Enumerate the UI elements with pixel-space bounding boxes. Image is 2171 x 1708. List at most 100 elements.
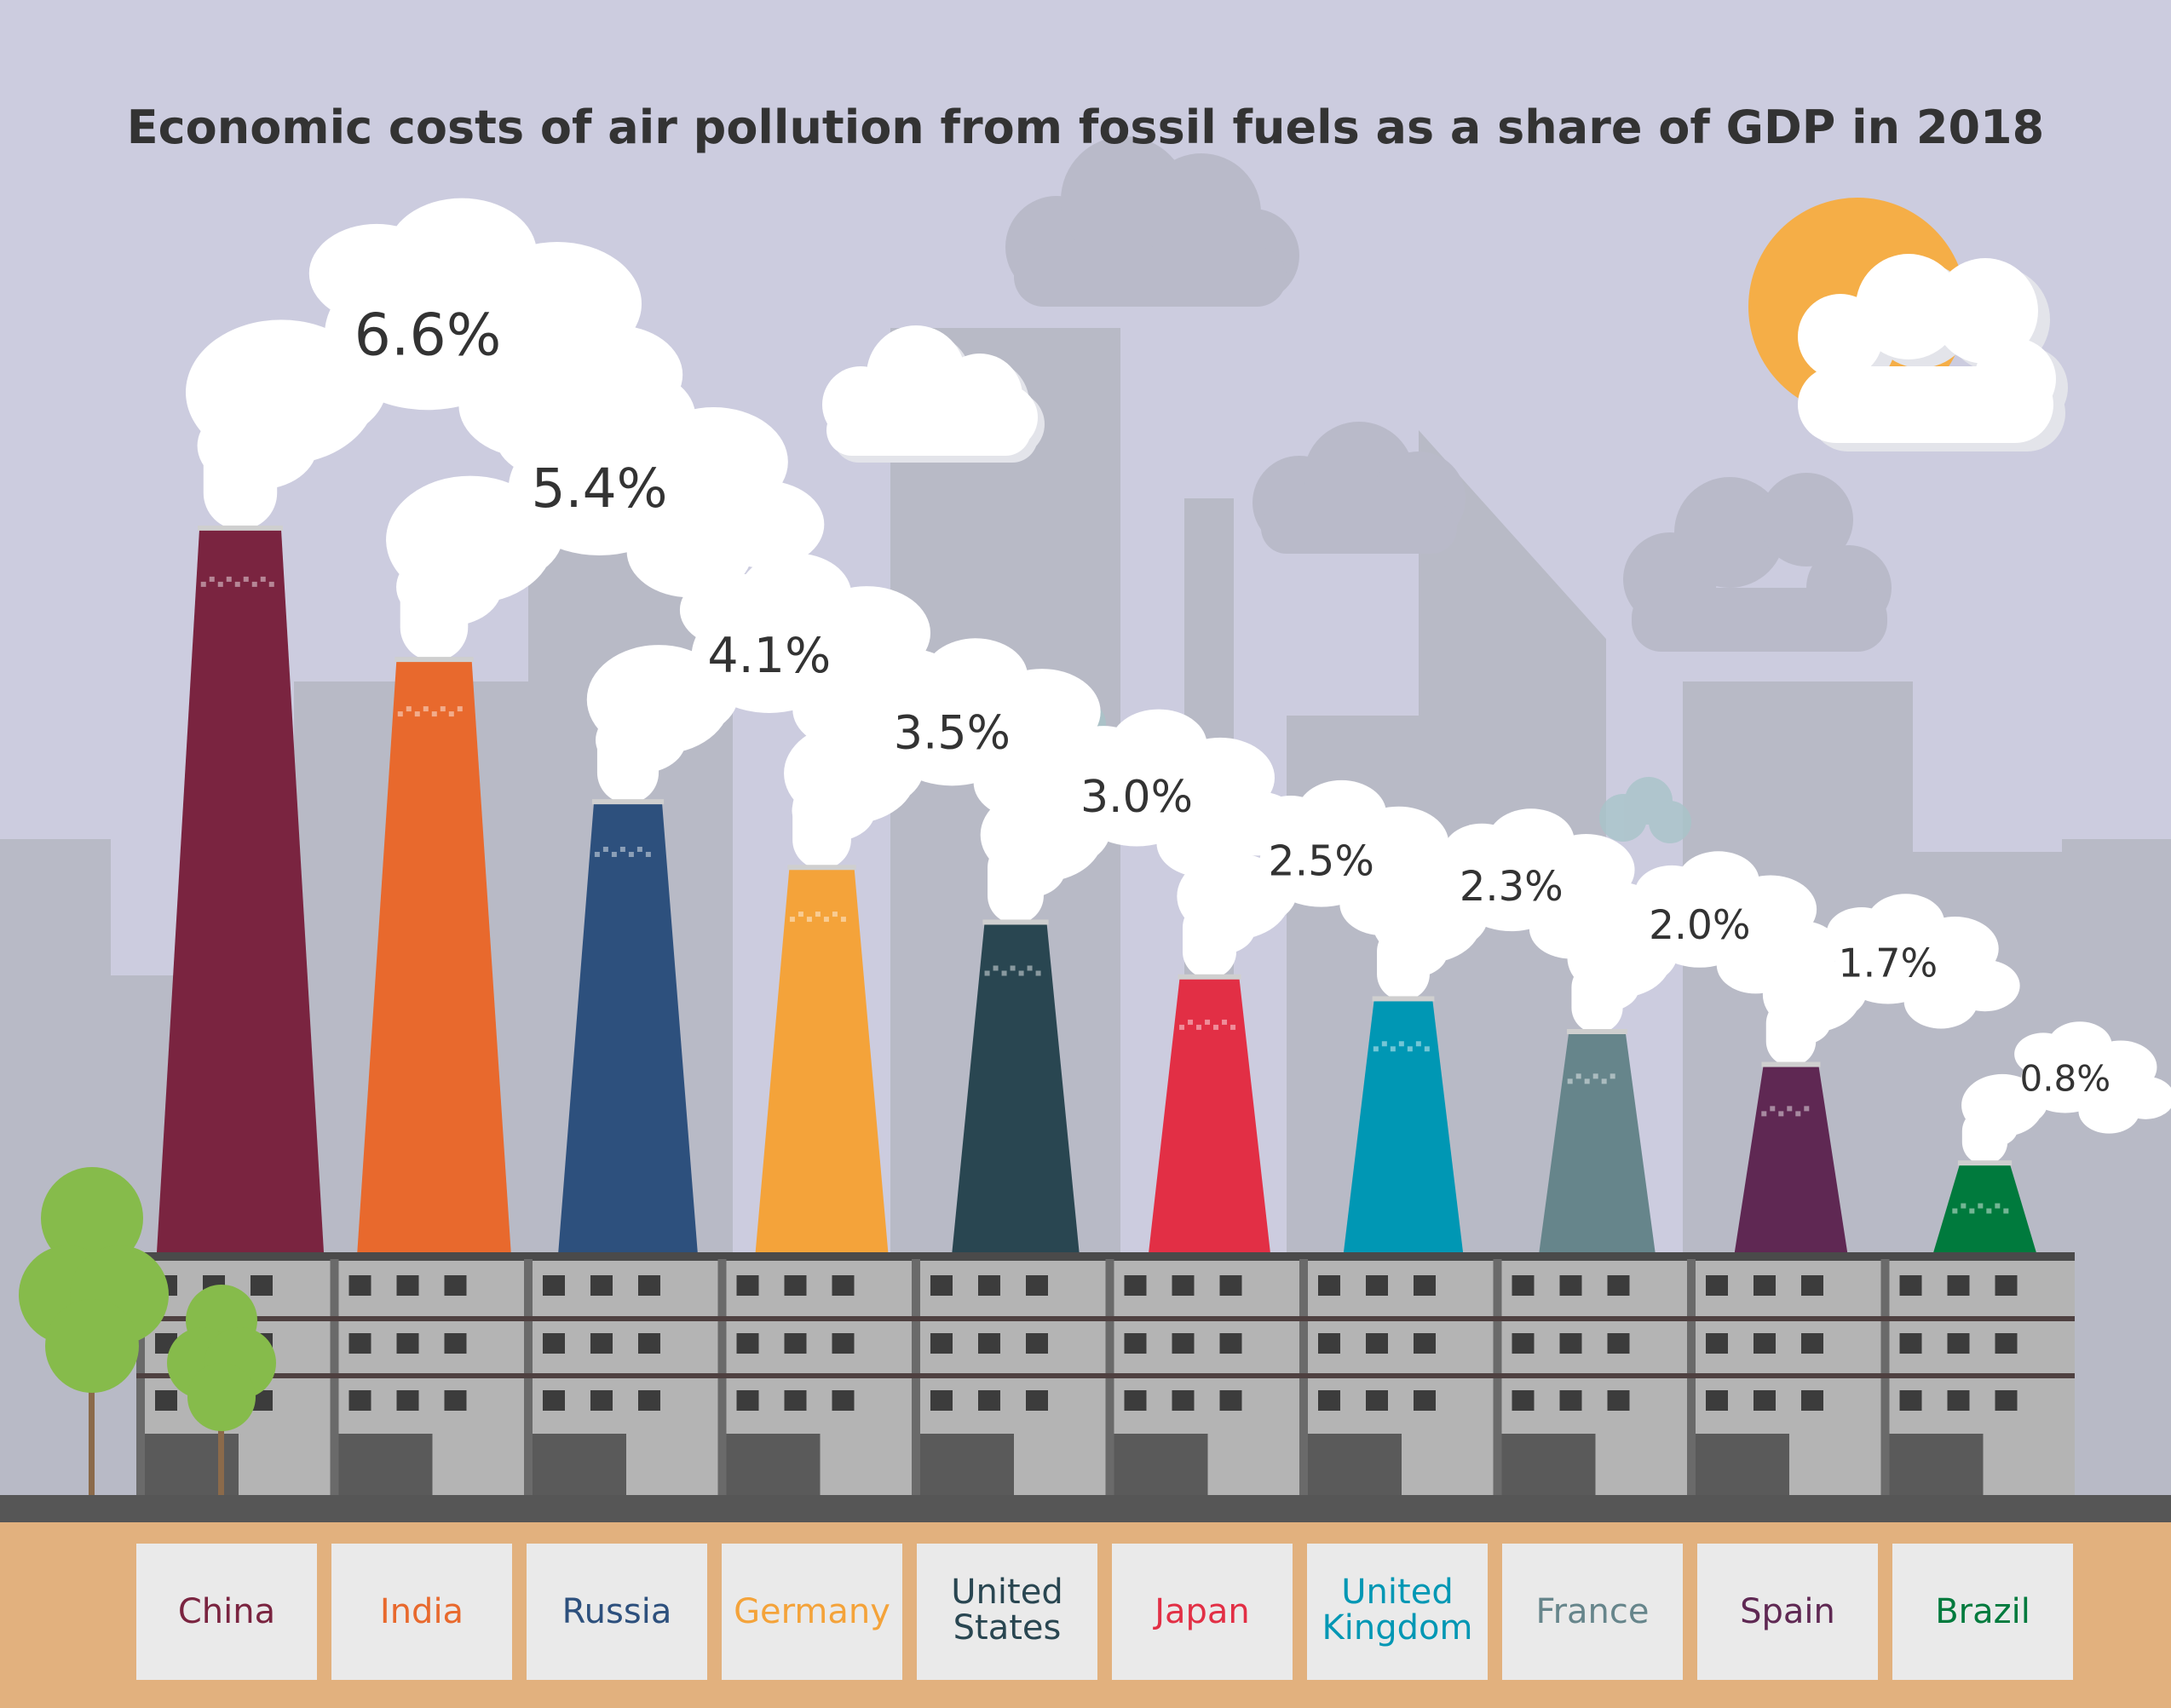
smoke-blob — [1826, 906, 1897, 959]
factory-window — [1026, 1275, 1048, 1296]
factory-window — [1607, 1275, 1630, 1296]
factory-window — [444, 1275, 467, 1296]
factory-window — [1559, 1390, 1582, 1411]
factory-window — [930, 1390, 953, 1411]
chimney-body — [1539, 1033, 1656, 1252]
bg-building — [2062, 839, 2171, 1495]
chimney-band-square — [209, 576, 215, 582]
factory-window — [1706, 1275, 1728, 1296]
chimney-body — [558, 803, 698, 1252]
chimney-band-square — [1390, 1046, 1396, 1052]
chimney-band-square — [1001, 970, 1007, 976]
factory-window — [736, 1333, 759, 1354]
value-label: 6.6% — [354, 302, 502, 369]
chimney-band-square — [1804, 1106, 1810, 1112]
factory-window — [1706, 1390, 1728, 1411]
factory-window — [1995, 1333, 2018, 1354]
value-label: 2.3% — [1460, 863, 1563, 911]
factory-window — [978, 1275, 1000, 1296]
factory-window — [1219, 1333, 1242, 1354]
factory-door — [1308, 1434, 1402, 1495]
factory-window — [396, 1275, 419, 1296]
chimney-band-square — [1770, 1106, 1776, 1112]
factory-floor-line — [1687, 1316, 1881, 1321]
factory-window — [638, 1333, 660, 1354]
chimney-band-square — [602, 846, 608, 852]
chimney-band-square — [1610, 1073, 1615, 1079]
chimney-band-square — [636, 846, 642, 852]
label-box-background — [331, 1544, 512, 1680]
chimney-rim — [394, 657, 474, 663]
chimney-band-square — [611, 851, 617, 857]
chimney-band-square — [1601, 1078, 1607, 1084]
chimney-band-square — [243, 576, 249, 582]
factory-window — [1512, 1275, 1535, 1296]
smoke-blob — [980, 788, 1104, 882]
factory-window — [1899, 1275, 1922, 1296]
factory-window — [1318, 1275, 1340, 1296]
chimney-rim — [1957, 1160, 2013, 1166]
chimney-body — [157, 529, 324, 1252]
background-clouds — [1005, 136, 1892, 652]
factory-roof — [1105, 1252, 1299, 1261]
chimney-band-square — [440, 706, 446, 712]
chimney-band-square — [1179, 1024, 1185, 1030]
factory-roof — [524, 1252, 718, 1261]
chimney-band-square — [1230, 1024, 1236, 1030]
chimney-band-square — [1188, 1019, 1194, 1025]
value-label: 4.1% — [707, 628, 831, 684]
chimney-rim — [1761, 1061, 1821, 1067]
smoke-cloud: 6.6% — [186, 198, 683, 530]
grey-cloud — [1005, 136, 1299, 307]
factory-door — [145, 1434, 239, 1495]
tree-icon — [19, 1167, 169, 1495]
factory-window — [396, 1333, 419, 1354]
factory-window — [1801, 1333, 1823, 1354]
smoke-cloud: 3.0% — [980, 709, 1302, 924]
factory-window — [736, 1390, 759, 1411]
chimney-band-square — [1035, 970, 1041, 976]
factory-building — [1880, 1252, 2075, 1495]
smoke-blob — [2014, 1032, 2073, 1076]
factory-window — [978, 1390, 1000, 1411]
factory-window — [1124, 1333, 1147, 1354]
factory-floor-line — [717, 1316, 912, 1321]
factory-roof — [1880, 1252, 2075, 1261]
factory-door — [1114, 1434, 1208, 1495]
factory-floor-line — [1493, 1316, 1687, 1321]
factory-floor-line — [1880, 1373, 2075, 1378]
factory-window — [444, 1333, 467, 1354]
factory-building — [1687, 1252, 1881, 1495]
factory-floor-line — [1687, 1373, 1881, 1378]
chimney-band-square — [234, 581, 240, 587]
factory-window — [1172, 1333, 1195, 1354]
factory-building — [1493, 1252, 1687, 1495]
factory-window — [784, 1275, 807, 1296]
factory-building — [524, 1252, 718, 1495]
chimney-body — [1149, 978, 1270, 1252]
factory-building — [1105, 1252, 1299, 1495]
factory-window — [1366, 1275, 1388, 1296]
factory-window — [638, 1390, 660, 1411]
category-label-box: Japan — [1112, 1544, 1293, 1680]
chimney-band-square — [832, 912, 838, 917]
factory-window — [543, 1390, 565, 1411]
factory-window — [155, 1390, 177, 1411]
chimney-band-square — [457, 706, 463, 712]
chimney-band-square — [1398, 1041, 1404, 1047]
chimney-rim — [1567, 1029, 1627, 1034]
value-label: 3.5% — [894, 705, 1011, 759]
factory-window — [590, 1275, 613, 1296]
smoke-blob — [586, 645, 731, 755]
category-label: Germany — [734, 1592, 890, 1631]
factory-window — [348, 1390, 371, 1411]
factory-roof — [136, 1252, 331, 1261]
factory-window — [1026, 1390, 1048, 1411]
factory-window — [1947, 1390, 1970, 1411]
factory-window — [1219, 1390, 1242, 1411]
factory-window — [250, 1275, 273, 1296]
chimney-band-square — [993, 965, 999, 971]
factory-window — [1559, 1275, 1582, 1296]
chimney-band-square — [984, 970, 990, 976]
factory-window — [1754, 1390, 1776, 1411]
